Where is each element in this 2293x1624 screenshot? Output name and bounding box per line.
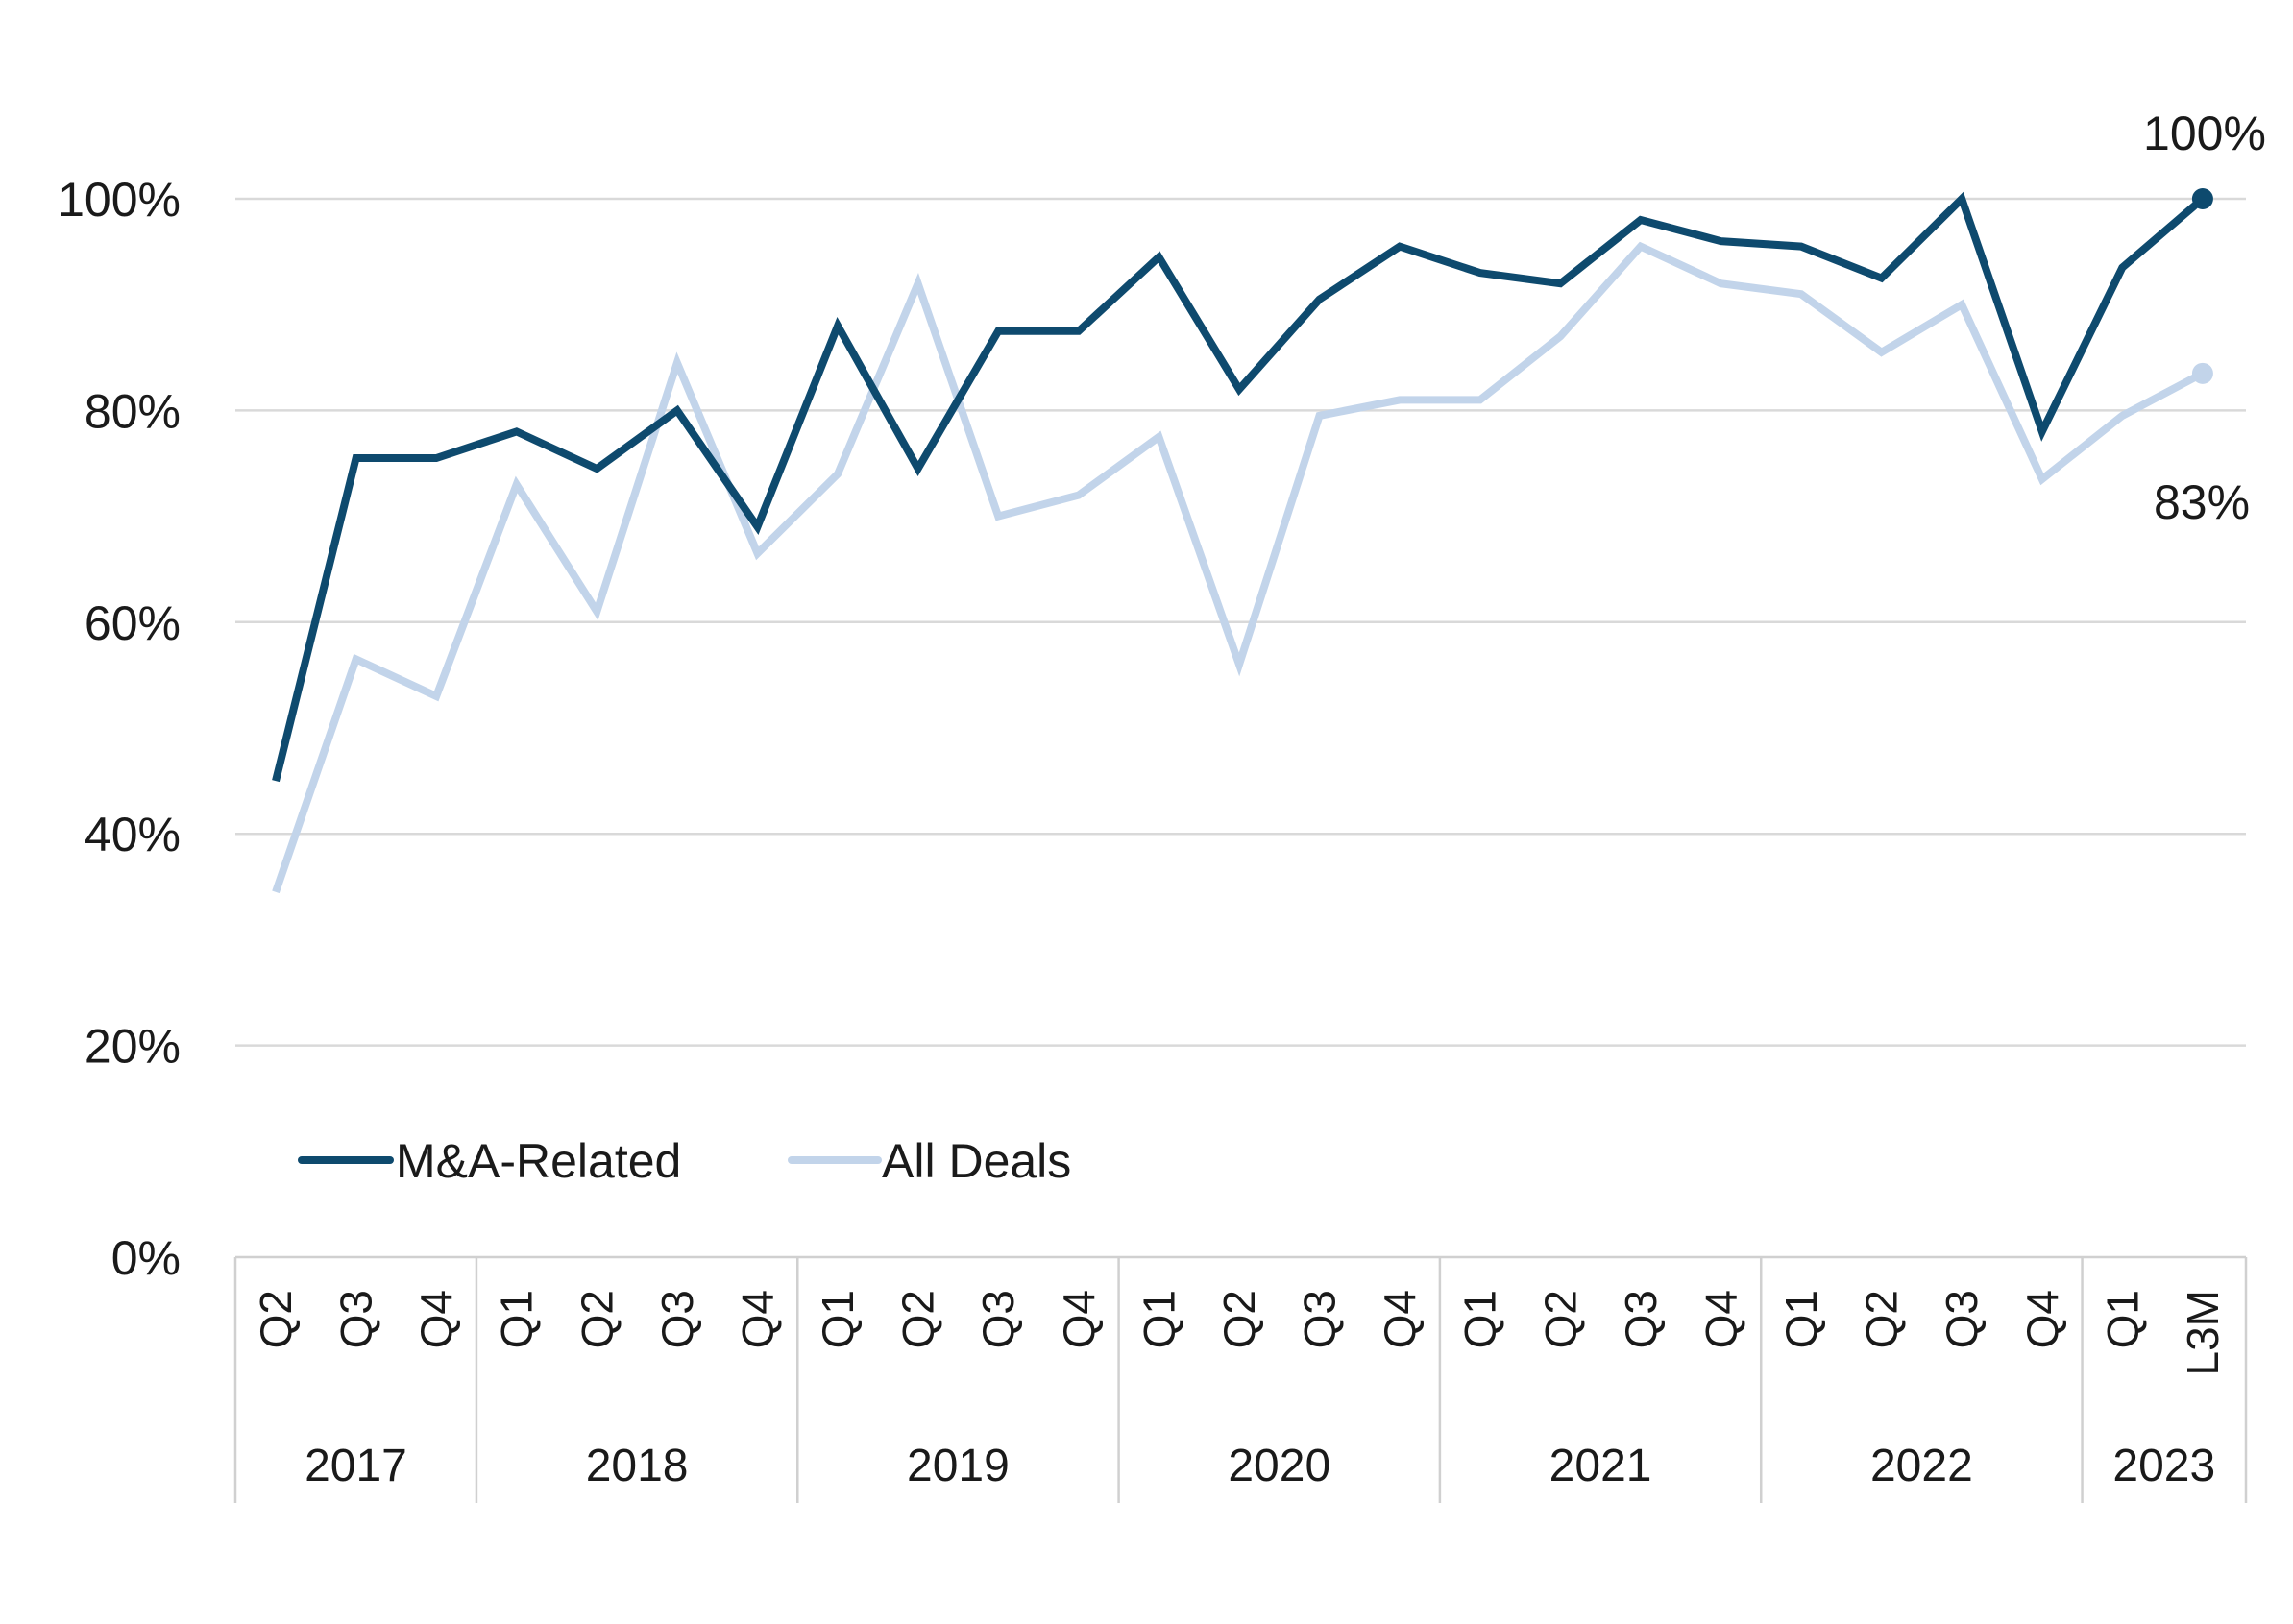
x-tick-label: Q2 [893, 1290, 943, 1348]
x-tick-label: Q3 [1295, 1290, 1345, 1348]
series-endpoint-all-deals [2191, 362, 2213, 384]
x-year-label: 2022 [1870, 1441, 1973, 1491]
x-tick-label: Q4 [2017, 1290, 2067, 1348]
y-tick-label: 100% [58, 173, 181, 227]
x-tick-label: Q1 [492, 1290, 542, 1348]
series-line-m-a-related [272, 191, 2206, 783]
y-tick-label: 80% [85, 384, 181, 438]
x-tick-label: Q3 [652, 1290, 702, 1348]
x-tick-label: Q1 [1455, 1290, 1505, 1348]
x-tick-label: Q3 [331, 1290, 381, 1348]
x-tick-label: Q4 [411, 1290, 461, 1348]
x-tick-label: Q4 [732, 1290, 782, 1348]
x-tick-label: Q1 [2097, 1290, 2147, 1348]
series-lines [272, 188, 2213, 894]
x-tick-label: Q1 [1776, 1290, 1826, 1348]
x-tick-label: L3M [2178, 1290, 2228, 1375]
y-axis-ticks: 0% 20% 40% 60% 80% 100% [58, 173, 181, 1285]
x-year-label: 2023 [2112, 1441, 2215, 1491]
x-tick-label: Q3 [1937, 1290, 1987, 1348]
x-tick-label: Q2 [1535, 1290, 1585, 1348]
legend-label-ma-related: M&A-Related [396, 1134, 681, 1188]
legend: M&A-Related All Deals [298, 1134, 1071, 1188]
x-tick-label: Q1 [1134, 1290, 1183, 1348]
x-tick-label: Q4 [1695, 1290, 1745, 1348]
x-axis: 2017 2018 2019 2020 2021 2022 2023 Q2 Q3 Q4 Q1 Q2 Q3… [233, 1255, 2248, 1503]
gridlines [235, 197, 2246, 1047]
y-tick-label: 0% [111, 1231, 181, 1285]
x-tick-label: Q2 [251, 1290, 301, 1348]
x-year-label: 2018 [586, 1441, 689, 1491]
y-tick-label: 40% [85, 808, 181, 861]
x-year-label: 2020 [1228, 1441, 1330, 1491]
annotation-ma-related-last: 100% [2143, 107, 2266, 160]
y-tick-label: 20% [85, 1020, 181, 1074]
x-tick-label: Q2 [1857, 1290, 1907, 1348]
annotations: 100% 83% [2143, 107, 2266, 529]
series-endpoint-m-a-related [2191, 188, 2213, 209]
x-tick-label: Q1 [813, 1290, 863, 1348]
y-tick-label: 60% [85, 596, 181, 650]
x-year-label: 2017 [305, 1441, 407, 1491]
x-tick-label: Q2 [1214, 1290, 1264, 1348]
annotation-all-deals-last: 83% [2154, 475, 2250, 529]
x-year-label: 2019 [907, 1441, 1010, 1491]
x-tick-label: Q2 [572, 1290, 622, 1348]
x-year-label: 2021 [1549, 1441, 1652, 1491]
x-tick-label: Q4 [1375, 1290, 1425, 1348]
series-line-all-deals [272, 241, 2205, 894]
x-tick-label: Q3 [973, 1290, 1023, 1348]
x-tick-label: Q3 [1616, 1290, 1666, 1348]
x-tick-label: Q4 [1054, 1290, 1104, 1348]
legend-label-all-deals: All Deals [882, 1134, 1071, 1188]
